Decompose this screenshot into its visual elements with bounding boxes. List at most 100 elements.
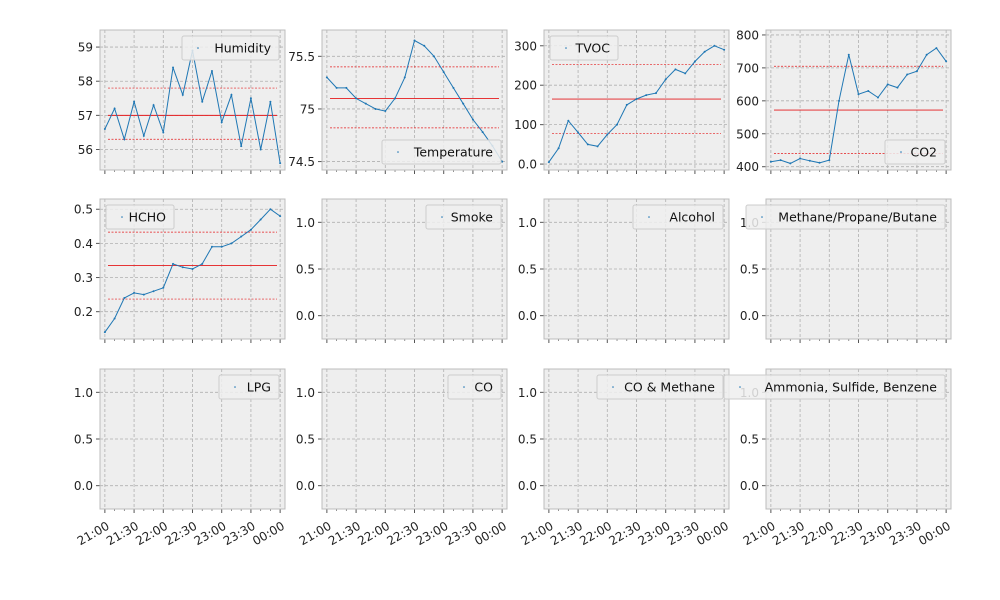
x-tick-label: 21:00 bbox=[297, 519, 334, 548]
y-tick-label: 0.2 bbox=[74, 305, 93, 319]
subplot-co: 0.0 0.5 1.0 CO 21:0021:3022:0022:3023:0023:3… bbox=[296, 368, 509, 548]
y-tick-label: 0.0 bbox=[296, 309, 315, 323]
axes-frame bbox=[99, 198, 286, 340]
data-point bbox=[325, 76, 328, 79]
axes-frame bbox=[99, 29, 286, 171]
y-tick-label: 300 bbox=[514, 39, 537, 53]
data-point bbox=[462, 102, 465, 105]
x-tick-label: 22:30 bbox=[384, 519, 421, 548]
data-point bbox=[210, 69, 213, 72]
legend: Humidity bbox=[181, 35, 280, 61]
data-point bbox=[345, 86, 348, 89]
data-point bbox=[808, 159, 811, 162]
subplot-humidity: 56 57 58 59 Humidity bbox=[78, 29, 286, 174]
data-point bbox=[577, 131, 580, 134]
legend-label: Methane/Propane/Butane bbox=[778, 210, 937, 225]
subplot-temperature: 74.5 75 75.5 Temperature bbox=[288, 29, 508, 174]
axes-frame bbox=[543, 368, 730, 510]
data-point bbox=[567, 119, 570, 122]
subplot-tvoc: 0.0 100 200 300 TVOC bbox=[514, 29, 730, 174]
data-point bbox=[384, 110, 387, 113]
legend: LPG bbox=[218, 374, 280, 400]
subplot-co2: 400 500 600 700 800 CO2 bbox=[736, 28, 952, 174]
legend-box bbox=[218, 374, 280, 400]
data-point bbox=[481, 131, 484, 134]
x-tick-label: 22:00 bbox=[133, 519, 170, 548]
x-tick-label: 21:30 bbox=[548, 519, 585, 548]
x-tick-label: 22:30 bbox=[162, 519, 199, 548]
data-point bbox=[201, 100, 204, 103]
data-point bbox=[857, 93, 860, 96]
y-tick-label: 0.3 bbox=[74, 271, 93, 285]
y-tick-label: 75 bbox=[300, 102, 315, 116]
data-point bbox=[133, 291, 136, 294]
x-tick-label: 23:00 bbox=[858, 519, 895, 548]
y-tick-label: 0.5 bbox=[74, 433, 93, 447]
subplot-alcohol: 0.0 0.5 1.0 Alcohol bbox=[518, 198, 730, 343]
data-point bbox=[606, 133, 609, 136]
legend-marker bbox=[234, 386, 236, 388]
data-point bbox=[645, 94, 648, 97]
y-tick-label: 100 bbox=[514, 118, 537, 132]
legend-box bbox=[549, 35, 619, 61]
data-point bbox=[220, 245, 223, 248]
data-point bbox=[789, 162, 792, 165]
data-point bbox=[142, 134, 145, 137]
x-tick-label: 22:00 bbox=[577, 519, 614, 548]
legend-marker bbox=[121, 216, 123, 218]
y-tick-label: 0.0 bbox=[518, 158, 537, 172]
data-point bbox=[625, 103, 628, 106]
data-point bbox=[664, 78, 667, 81]
data-point bbox=[142, 293, 145, 296]
legend: HCHO bbox=[105, 204, 175, 230]
subplot-smoke: 0.0 0.5 1.0 Smoke bbox=[296, 198, 508, 343]
data-point bbox=[259, 218, 262, 221]
axes-frame bbox=[321, 198, 508, 340]
x-tick-label: 21:30 bbox=[326, 519, 363, 548]
legend: CO2 bbox=[884, 139, 946, 165]
x-tick-label: 22:00 bbox=[799, 519, 836, 548]
data-point bbox=[220, 121, 223, 124]
legend-label: Ammonia, Sulfide, Benzene bbox=[765, 380, 938, 395]
data-point bbox=[413, 39, 416, 42]
x-tick-label: 21:30 bbox=[770, 519, 807, 548]
data-point bbox=[364, 102, 367, 105]
data-point bbox=[452, 86, 455, 89]
legend: Ammonia, Sulfide, Benzene bbox=[723, 374, 946, 400]
legend-box bbox=[723, 374, 946, 400]
y-tick-label: 0.0 bbox=[740, 309, 759, 323]
data-point bbox=[799, 157, 802, 160]
data-point bbox=[876, 96, 879, 99]
axes-frame bbox=[765, 198, 952, 340]
y-tick-label: 0.0 bbox=[518, 479, 537, 493]
y-tick-label: 0.5 bbox=[740, 263, 759, 277]
y-tick-label: 1.0 bbox=[296, 386, 315, 400]
axes-frame bbox=[321, 368, 508, 510]
data-point bbox=[906, 73, 909, 76]
legend: TVOC bbox=[549, 35, 619, 61]
data-point bbox=[838, 99, 841, 102]
x-tick-label: 23:30 bbox=[221, 519, 258, 548]
y-tick-label: 700 bbox=[736, 61, 759, 75]
legend-label: Humidity bbox=[214, 41, 271, 56]
legend-label: CO2 bbox=[910, 145, 937, 160]
data-point bbox=[703, 50, 706, 53]
y-tick-label: 0.5 bbox=[518, 433, 537, 447]
legend-marker bbox=[397, 151, 399, 153]
axes-frame bbox=[321, 29, 508, 171]
x-tick-label: 22:30 bbox=[606, 519, 643, 548]
data-point bbox=[723, 48, 726, 51]
legend-marker bbox=[463, 386, 465, 388]
data-point bbox=[847, 53, 850, 56]
data-point bbox=[432, 55, 435, 58]
data-point bbox=[886, 83, 889, 86]
y-tick-label: 58 bbox=[78, 75, 93, 89]
x-tick-label: 23:00 bbox=[636, 519, 673, 548]
data-point bbox=[935, 47, 938, 50]
x-tick-label: 00:00 bbox=[694, 519, 731, 548]
data-point bbox=[374, 107, 377, 110]
data-point bbox=[279, 215, 282, 218]
legend: Alcohol bbox=[632, 204, 724, 230]
x-tick-label: 22:30 bbox=[828, 519, 865, 548]
